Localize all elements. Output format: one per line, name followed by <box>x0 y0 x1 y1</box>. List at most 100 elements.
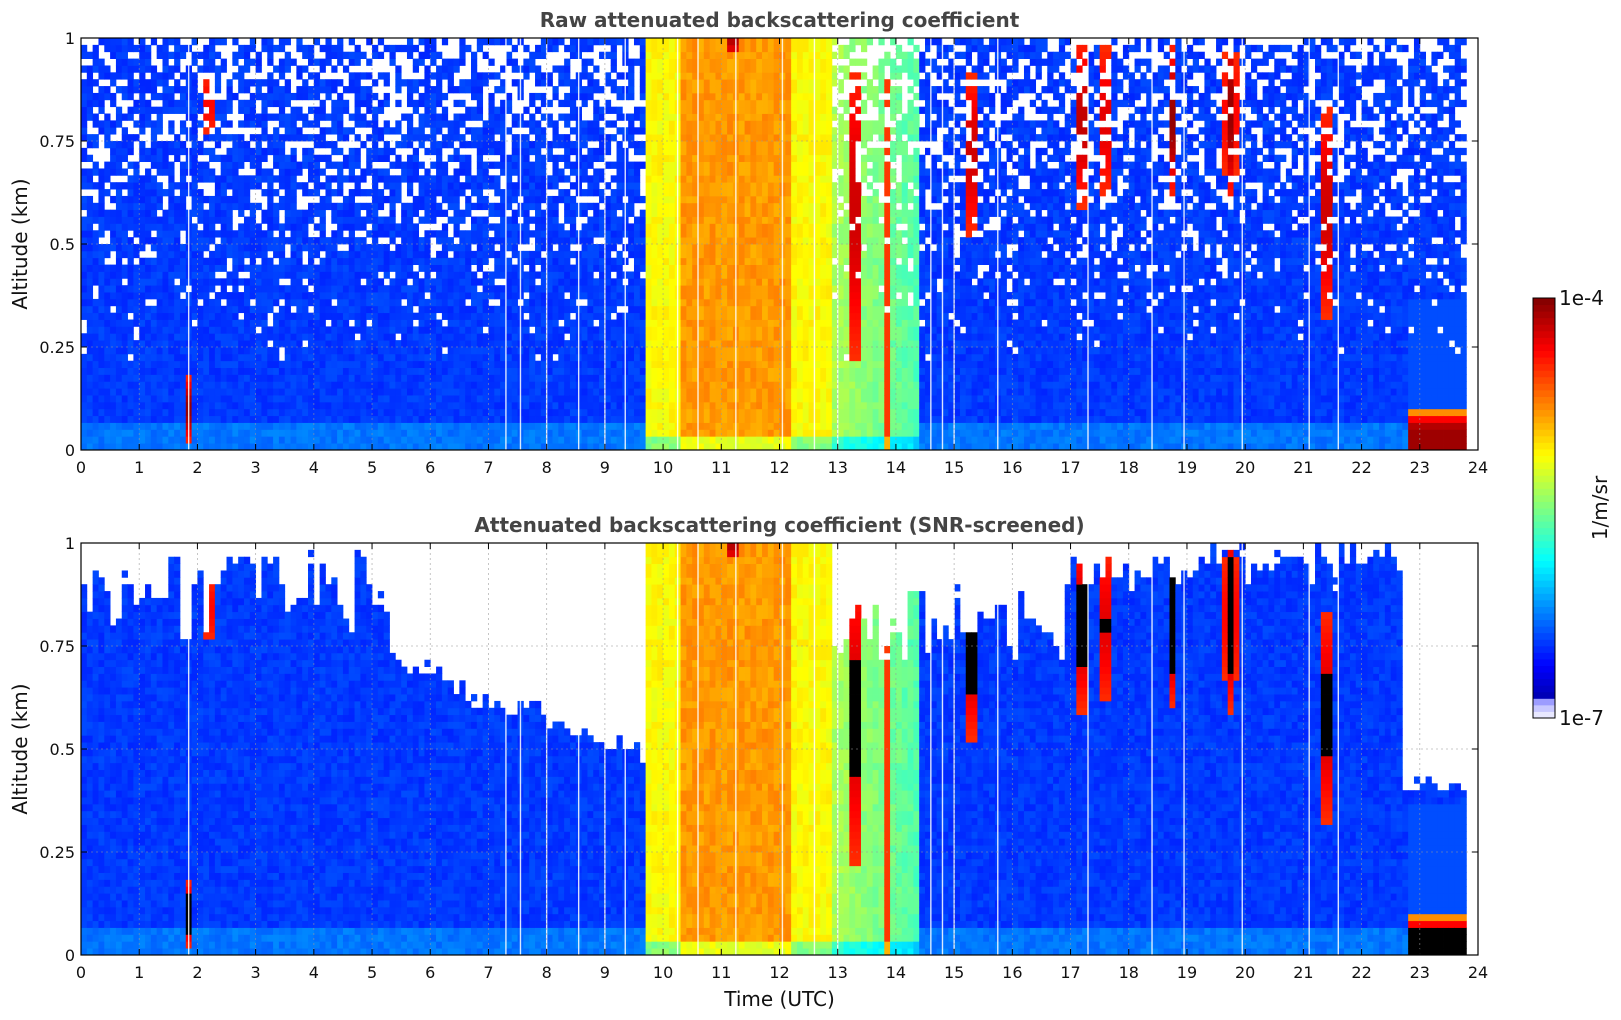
heatmap-cell <box>488 320 494 327</box>
heatmap-cell <box>430 86 436 93</box>
heatmap-cell <box>582 381 588 388</box>
heatmap-cell <box>471 278 477 285</box>
heatmap-cell <box>483 251 489 258</box>
heatmap-cell <box>168 320 174 327</box>
heatmap-cell <box>168 347 174 354</box>
heatmap-cell <box>98 347 104 354</box>
heatmap-cell <box>133 175 139 182</box>
heatmap-cell <box>81 148 87 155</box>
heatmap-cell <box>314 141 320 148</box>
heatmap-cell <box>209 354 215 361</box>
heatmap-cell <box>343 196 349 203</box>
heatmap-cell <box>133 388 139 395</box>
heatmap-cell <box>523 168 529 175</box>
heatmap-cell <box>122 217 128 224</box>
heatmap-cell <box>582 175 588 182</box>
heatmap-cell <box>477 189 483 196</box>
heatmap-cell <box>139 244 145 251</box>
heatmap-cell <box>355 93 361 100</box>
heatmap-cell <box>81 333 87 340</box>
heatmap-cell <box>494 223 500 230</box>
heatmap-cell <box>180 374 186 381</box>
heatmap-cell <box>558 271 564 278</box>
heatmap-cell <box>390 278 396 285</box>
heatmap-cell <box>331 162 337 169</box>
heatmap-cell <box>238 258 244 265</box>
heatmap-cell <box>261 244 267 251</box>
heatmap-cell <box>471 326 477 333</box>
heatmap-cell <box>593 217 599 224</box>
heatmap-cell <box>494 285 500 292</box>
heatmap-cell <box>558 299 564 306</box>
heatmap-cell <box>523 326 529 333</box>
heatmap-cell <box>512 230 518 237</box>
heatmap-cell <box>587 429 593 436</box>
heatmap-cell <box>552 299 558 306</box>
heatmap-cell <box>128 443 134 450</box>
heatmap-cell <box>180 210 186 217</box>
heatmap-cell <box>244 306 250 313</box>
heatmap-cell <box>133 230 139 237</box>
heatmap-cell <box>192 429 198 436</box>
heatmap-cell <box>174 217 180 224</box>
heatmap-cell <box>221 210 227 217</box>
heatmap-cell <box>122 436 128 443</box>
heatmap-cell <box>506 374 512 381</box>
heatmap-cell <box>413 134 419 141</box>
heatmap-cell <box>605 326 611 333</box>
heatmap-cell <box>558 72 564 79</box>
heatmap-cell <box>483 409 489 416</box>
heatmap-cell <box>273 368 279 375</box>
heatmap-cell <box>320 182 326 189</box>
heatmap-cell <box>512 347 518 354</box>
heatmap-cell <box>430 93 436 100</box>
heatmap-cell <box>139 347 145 354</box>
heatmap-cell <box>110 168 116 175</box>
heatmap-cell <box>203 237 209 244</box>
heatmap-cell <box>564 313 570 320</box>
heatmap-cell <box>611 65 617 72</box>
heatmap-cell <box>488 436 494 443</box>
heatmap-cell <box>203 100 209 107</box>
heatmap-cell <box>296 292 302 299</box>
heatmap-cell <box>87 141 93 148</box>
heatmap-cell <box>430 368 436 375</box>
heatmap-cell <box>285 292 291 299</box>
heatmap-cell <box>139 148 145 155</box>
heatmap-cell <box>128 189 134 196</box>
heatmap-cell <box>197 333 203 340</box>
heatmap-cell <box>291 278 297 285</box>
heatmap-cell <box>349 368 355 375</box>
heatmap-cell <box>657 326 663 333</box>
heatmap-cell <box>634 189 640 196</box>
heatmap-cell <box>116 292 122 299</box>
heatmap-cell <box>477 162 483 169</box>
heatmap-cell <box>454 258 460 265</box>
heatmap-cell <box>256 162 262 169</box>
heatmap-cell <box>558 333 564 340</box>
heatmap-cell <box>331 368 337 375</box>
heatmap-cell <box>465 423 471 430</box>
heatmap-cell <box>81 127 87 134</box>
heatmap-cell <box>570 320 576 327</box>
heatmap-cell <box>628 299 634 306</box>
heatmap-cell <box>448 429 454 436</box>
heatmap-cell <box>314 326 320 333</box>
heatmap-cell <box>471 230 477 237</box>
heatmap-cell <box>395 196 401 203</box>
heatmap-cell <box>139 333 145 340</box>
heatmap-cell <box>308 210 314 217</box>
heatmap-cell <box>611 244 617 251</box>
heatmap-cell <box>314 244 320 251</box>
heatmap-cell <box>582 347 588 354</box>
heatmap-cell <box>413 388 419 395</box>
heatmap-cell <box>256 395 262 402</box>
heatmap-cell <box>133 168 139 175</box>
heatmap-cell <box>535 306 541 313</box>
heatmap-cell <box>384 223 390 230</box>
heatmap-cell <box>192 127 198 134</box>
heatmap-cell <box>564 361 570 368</box>
heatmap-cell <box>360 93 366 100</box>
heatmap-cell <box>87 258 93 265</box>
